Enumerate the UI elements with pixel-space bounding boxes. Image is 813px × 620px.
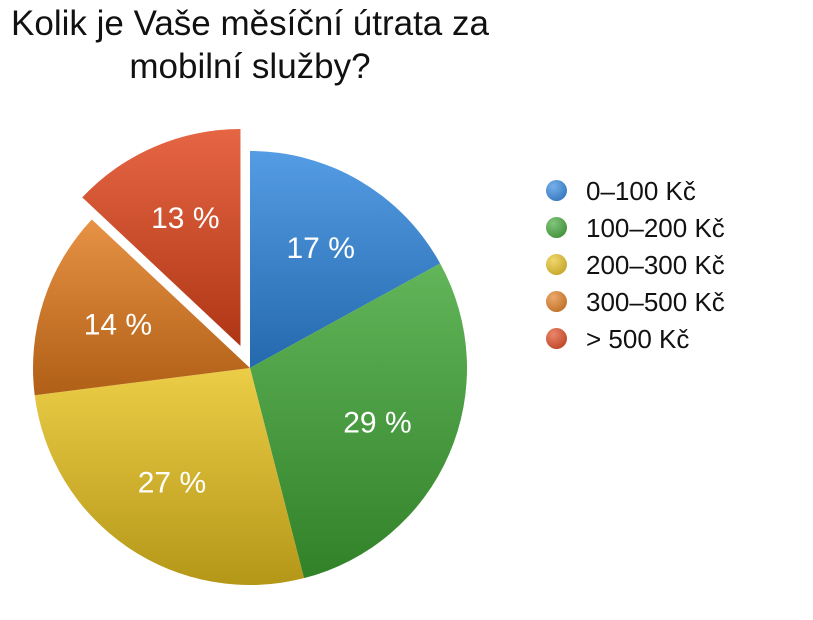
slice-value-label: 13 % bbox=[151, 202, 219, 235]
legend-label: 0–100 Kč bbox=[586, 175, 696, 206]
legend-item-0-100-k: 0–100 Kč bbox=[546, 172, 725, 209]
chart-title-line-2: mobilní služby? bbox=[129, 47, 371, 86]
legend-item-100-200-k: 100–200 Kč bbox=[546, 209, 725, 246]
pie-slice-100-200-k bbox=[250, 263, 467, 579]
slice-value-label: 17 % bbox=[287, 232, 355, 265]
legend-dot-icon bbox=[546, 180, 567, 201]
legend-item-200-300-k: 200–300 Kč bbox=[546, 246, 725, 283]
legend-dot-icon bbox=[546, 291, 567, 312]
legend: 0–100 Kč 100–200 Kč 200–300 Kč 300–500 Kč > … bbox=[546, 172, 725, 357]
pie-slice-500-k bbox=[82, 128, 241, 346]
pie-labels: 17 % 29 % 27 % 14 % 13 % bbox=[84, 202, 412, 499]
legend-label: 300–500 Kč bbox=[586, 286, 725, 317]
legend-item-300-500-k: 300–500 Kč bbox=[546, 283, 725, 320]
legend-label: > 500 Kč bbox=[586, 323, 690, 354]
slice-value-label: 29 % bbox=[343, 407, 411, 440]
slice-value-label: 14 % bbox=[84, 309, 152, 342]
slice-value-label: 27 % bbox=[138, 466, 206, 499]
chart-title-line-1: Kolik je Vaše měsíční útrata za bbox=[11, 4, 489, 43]
pie-slice-0-100-k bbox=[250, 151, 441, 368]
pie-slice-300-500-k bbox=[33, 219, 250, 396]
legend-item-500-k: > 500 Kč bbox=[546, 320, 725, 357]
legend-dot-icon bbox=[546, 217, 567, 238]
chart-title: Kolik je Vaše měsíční útrata za mobilní … bbox=[0, 2, 500, 88]
legend-label: 100–200 Kč bbox=[586, 212, 725, 243]
legend-dot-icon bbox=[546, 328, 567, 349]
legend-label: 200–300 Kč bbox=[586, 249, 725, 280]
pie-slices bbox=[33, 128, 467, 586]
pie-slice-200-300-k bbox=[34, 368, 304, 586]
legend-dot-icon bbox=[546, 254, 567, 275]
